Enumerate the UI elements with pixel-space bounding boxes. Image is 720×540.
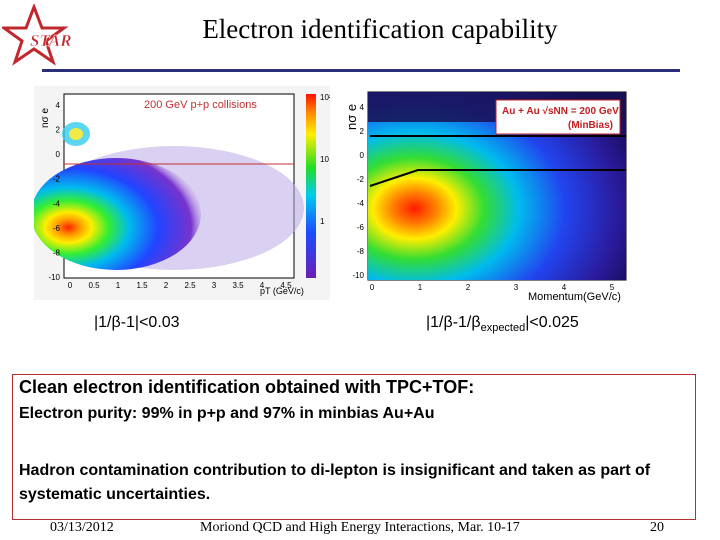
left-y-tick-label: -10 [48,273,60,282]
right-y-tick-label: -4 [357,199,365,208]
right-y-tick-label: -2 [357,175,365,184]
right-y-tick-label: -8 [357,247,365,256]
right-y-tick-label: 2 [360,127,365,136]
left-x-tick-label: 1.5 [136,281,148,290]
right-legend-line1: Au + Au √sNN = 200 GeV [502,106,619,117]
right-y-tick-label: 4 [360,103,365,112]
left-color-scale [306,94,316,278]
left-x-tick-label: 0.5 [88,281,100,290]
star-icon [2,4,69,66]
left-y-tick-label: 2 [56,126,61,135]
right-x-tick-label: 0 [370,283,375,292]
right-y-ticks: 4 2 0 -2 -4 -6 -8 -10 [352,103,364,280]
footer-date: 03/13/2012 [50,520,114,535]
left-x-tick-label: 4.5 [280,281,292,290]
left-x-ticks: 0 0.5 1 1.5 2 2.5 3 3.5 4 4.5 [68,281,292,290]
left-y-ticks: 4 2 0 -2 -4 -6 -8 -10 [48,101,60,282]
left-z-tick-label: 10² [320,93,330,102]
right-x-tick-label: 2 [466,283,471,292]
right-y-axis-label: nσ e [344,104,359,130]
right-x-ticks: 0 1 2 3 4 5 [370,283,615,292]
right-y-tick-label: -10 [352,271,364,280]
left-x-axis-label: pT (GeV/c) [260,286,304,296]
purity-text: Electron purity: 99% in p+p and 97% in m… [19,405,435,422]
left-z-tick-label: 10 [320,155,329,164]
left-x-tick-label: 2 [164,281,169,290]
right-plot-caption: |1/β-1/βexpected|<0.025 [426,314,579,335]
left-y-tick-label: 4 [56,101,61,110]
summary-box: Clean electron identification obtained w… [12,374,696,520]
left-plot-annotation: 200 GeV p+p collisions [144,99,257,111]
right-x-tick-label: 3 [514,283,519,292]
left-x-tick-label: 3 [212,281,217,290]
left-z-tick-label: 1 [320,217,325,226]
right-x-axis-label: Momentum(GeV/c) [528,291,621,303]
left-x-tick-label: 3.5 [232,281,244,290]
right-x-tick-label: 5 [610,283,615,292]
left-y-axis-label: nσ e [40,107,51,128]
left-y-tick-label: -4 [53,199,61,208]
left-y-tick-label: -2 [53,175,61,184]
left-plot-caption: |1/β-1|<0.03 [94,314,180,331]
left-plot: 200 GeV p+p collisions nσ e pT (GeV/c) 4… [34,86,330,300]
summary-heading: Clean electron identification obtained w… [19,377,475,397]
right-x-tick-label: 1 [418,283,423,292]
left-y-tick-label: -8 [53,248,61,257]
right-y-tick-label: 0 [360,151,365,160]
contamination-text: Hadron contamination contribution to di-… [19,462,651,503]
right-plot: Au + Au √sNN = 200 GeV (MinBias) nσ e Mo… [338,86,634,306]
footer-page-number: 20 [650,520,664,535]
right-legend-line2: (MinBias) [568,120,613,131]
left-x-tick-label: 4 [260,281,265,290]
right-x-tick-label: 4 [562,283,567,292]
star-logo: STAR [2,4,72,66]
left-x-tick-label: 1 [116,281,121,290]
left-x-tick-label: 2.5 [184,281,196,290]
left-x-tick-label: 0 [68,281,73,290]
left-y-tick-label: -6 [53,224,61,233]
left-z-ticks: 10² 10 1 [320,93,330,226]
footer-conference: Moriond QCD and High Energy Interactions… [200,520,520,535]
right-y-tick-label: -6 [357,223,365,232]
title-divider [42,69,680,72]
slide-title: Electron identification capability [202,14,558,44]
left-y-tick-label: 0 [56,150,61,159]
logo-text: STAR [30,31,72,50]
